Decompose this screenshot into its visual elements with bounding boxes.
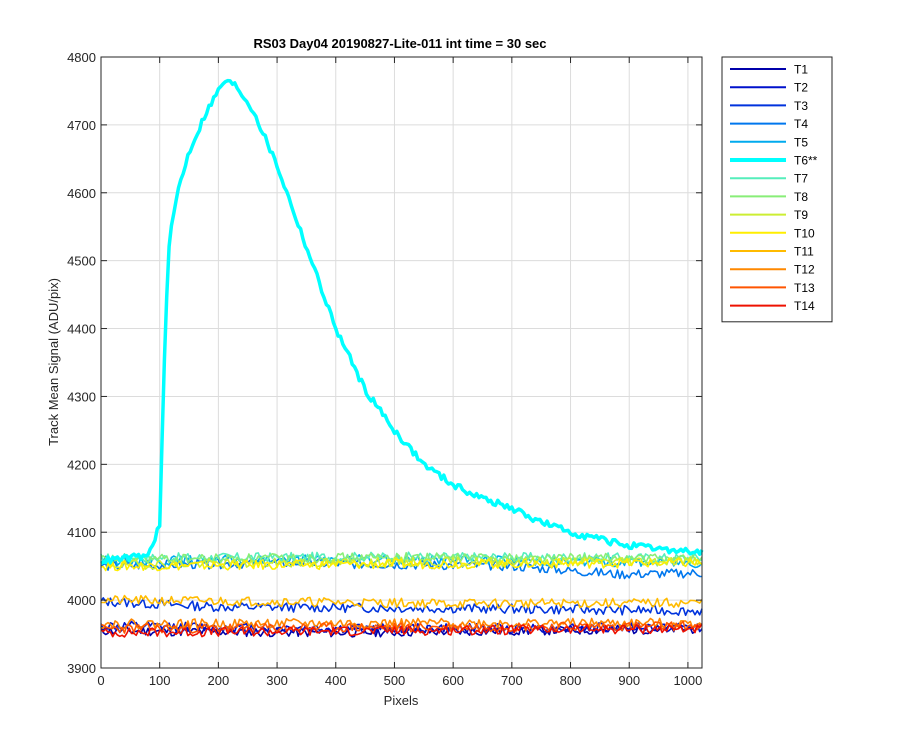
legend-item: T13	[730, 281, 815, 295]
legend-label: T6**	[794, 154, 818, 168]
legend-label: T8	[794, 190, 808, 204]
legend-label: T12	[794, 263, 815, 277]
legend-box	[721, 56, 833, 323]
legend-item: T1	[730, 63, 808, 77]
y-tick-label: 4200	[67, 457, 96, 472]
y-tick-label: 4600	[67, 186, 96, 201]
legend-label: T11	[794, 245, 814, 259]
x-tick-label: 100	[149, 673, 171, 688]
legend-item: T12	[730, 263, 815, 277]
y-axis-label: Track Mean Signal (ADU/pix)	[46, 278, 61, 446]
legend-item: T14	[730, 299, 815, 313]
y-tick-label: 4000	[67, 593, 96, 608]
x-tick-label: 400	[325, 673, 347, 688]
legend-label: T3	[794, 99, 808, 113]
x-tick-label: 200	[208, 673, 230, 688]
x-tick-label: 900	[618, 673, 640, 688]
x-tick-label: 300	[266, 673, 288, 688]
y-tick-label: 4300	[67, 389, 96, 404]
legend-item: T6**	[730, 154, 818, 168]
y-tick-label: 4100	[67, 525, 96, 540]
chart-title: RS03 Day04 20190827-Lite-011 int time = …	[253, 36, 546, 51]
legend-label: T10	[794, 226, 815, 240]
legend-label: T14	[794, 299, 815, 313]
y-tick-label: 4700	[67, 118, 96, 133]
legend-item: T4	[730, 117, 808, 131]
series-group	[100, 78, 704, 638]
legend-label: T9	[794, 208, 808, 222]
legend-item: T5	[730, 135, 808, 149]
plot-frame	[100, 56, 703, 669]
legend-label: T5	[794, 135, 808, 149]
series-line-t13	[100, 620, 703, 634]
legend-item: T7	[730, 172, 808, 186]
series-line-t6	[100, 78, 704, 565]
series-line-t3	[100, 597, 703, 617]
legend-label: T1	[794, 63, 808, 77]
legend-label: T2	[794, 81, 808, 95]
series-line-t12	[100, 617, 703, 630]
plot-axes: 0 100 200 300 400 500 600 700 800 900 1000 3900 4000…	[67, 50, 704, 688]
legend-item: T10	[730, 226, 815, 240]
y-tick-label: 3900	[67, 661, 96, 676]
x-tick-label: 700	[501, 673, 523, 688]
legend-item: T9	[730, 208, 808, 222]
y-tick-label: 4800	[67, 50, 96, 65]
series-line-t11	[100, 594, 703, 609]
series-line-t10	[100, 557, 703, 572]
legend-label: T4	[794, 117, 808, 131]
legend-label: T13	[794, 281, 815, 295]
x-tick-label: 600	[442, 673, 464, 688]
x-axis-label: Pixels	[384, 693, 419, 708]
x-tick-label: 800	[560, 673, 582, 688]
legend: T1 T2 T3 T4 T5 T6** T7 T8 T9 T10 T11 T12 T13 T14	[721, 56, 833, 323]
y-tick-label: 4400	[67, 322, 96, 337]
x-tick-label: 0	[97, 673, 104, 688]
legend-label: T7	[794, 172, 808, 186]
legend-item: T3	[730, 99, 808, 113]
legend-item: T2	[730, 81, 808, 95]
y-tick-label: 4500	[67, 254, 96, 269]
series-line-t14	[100, 623, 703, 638]
legend-item: T8	[730, 190, 808, 204]
x-tick-label: 500	[384, 673, 406, 688]
legend-item: T11	[730, 245, 814, 259]
x-tick-label: 1000	[673, 673, 702, 688]
